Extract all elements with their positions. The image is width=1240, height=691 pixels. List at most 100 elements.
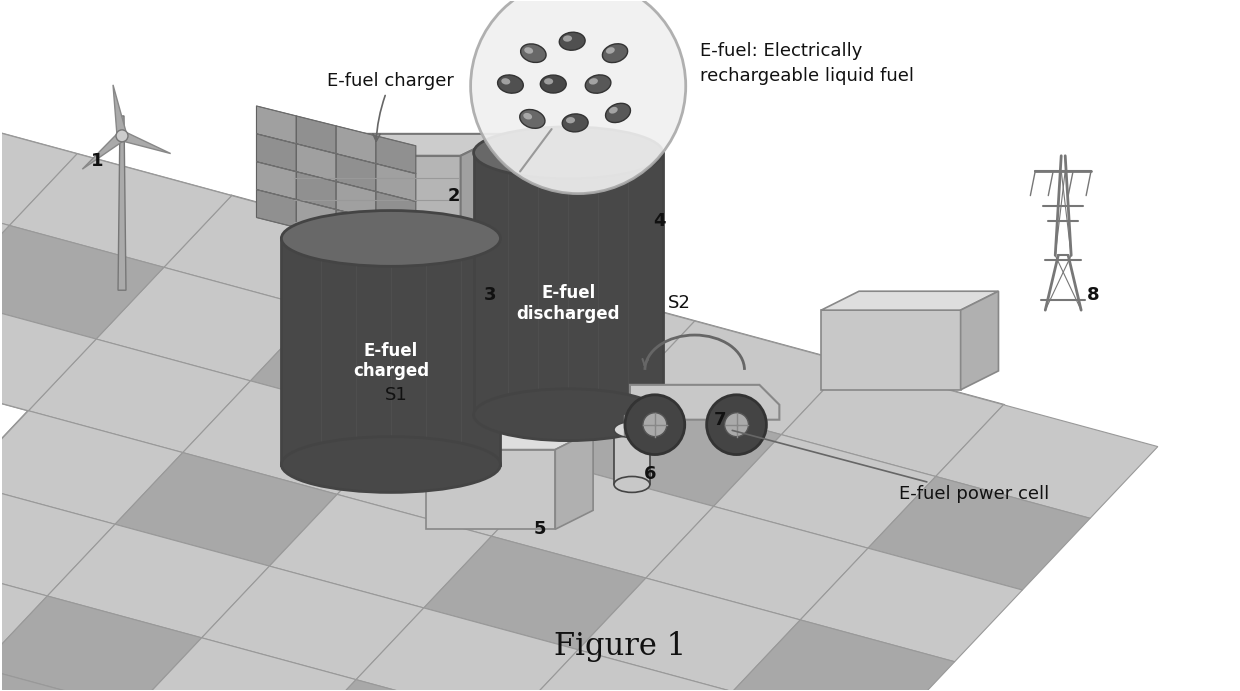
Ellipse shape: [501, 78, 511, 84]
Polygon shape: [82, 132, 125, 169]
Polygon shape: [781, 363, 1003, 477]
Circle shape: [117, 130, 128, 142]
Polygon shape: [733, 620, 955, 691]
Text: E-fuel power cell: E-fuel power cell: [733, 430, 1049, 504]
Ellipse shape: [281, 211, 501, 266]
Text: 3: 3: [485, 286, 497, 304]
Polygon shape: [291, 155, 460, 310]
Polygon shape: [474, 153, 663, 415]
Ellipse shape: [605, 104, 630, 122]
Polygon shape: [425, 450, 556, 529]
Polygon shape: [0, 112, 77, 225]
Text: 2: 2: [448, 187, 460, 205]
Text: 5: 5: [534, 520, 547, 538]
Text: E-fuel
charged: E-fuel charged: [353, 341, 429, 380]
Polygon shape: [296, 144, 336, 182]
Text: E-fuel charger: E-fuel charger: [327, 72, 454, 141]
Polygon shape: [491, 464, 714, 578]
Polygon shape: [296, 116, 336, 154]
Ellipse shape: [474, 389, 663, 441]
Circle shape: [471, 0, 686, 193]
Ellipse shape: [606, 47, 615, 54]
Polygon shape: [29, 339, 250, 453]
Polygon shape: [376, 191, 415, 229]
Polygon shape: [336, 209, 376, 247]
Ellipse shape: [541, 75, 567, 93]
Polygon shape: [472, 279, 694, 392]
Polygon shape: [0, 668, 134, 691]
Polygon shape: [0, 196, 1003, 691]
Text: 7: 7: [713, 410, 725, 428]
Polygon shape: [936, 405, 1158, 518]
Polygon shape: [182, 381, 405, 494]
Text: 1: 1: [91, 152, 103, 170]
Polygon shape: [0, 482, 115, 596]
Polygon shape: [0, 225, 164, 339]
Text: Figure 1: Figure 1: [554, 632, 686, 662]
Ellipse shape: [281, 437, 501, 493]
Ellipse shape: [614, 422, 650, 437]
Ellipse shape: [497, 75, 523, 93]
Polygon shape: [821, 291, 998, 310]
Text: 4: 4: [653, 211, 666, 229]
Polygon shape: [336, 182, 376, 220]
Text: E-fuel: Electrically
rechargeable liquid fuel: E-fuel: Electrically rechargeable liquid…: [699, 41, 914, 84]
Polygon shape: [202, 566, 424, 680]
Polygon shape: [250, 309, 472, 423]
Ellipse shape: [474, 127, 663, 179]
Polygon shape: [961, 291, 998, 390]
Polygon shape: [113, 85, 126, 137]
Circle shape: [625, 395, 684, 455]
Text: 6: 6: [644, 466, 656, 484]
Polygon shape: [281, 238, 501, 464]
Polygon shape: [164, 196, 386, 309]
Polygon shape: [0, 112, 232, 410]
Ellipse shape: [520, 109, 544, 129]
Polygon shape: [336, 126, 376, 164]
Ellipse shape: [585, 75, 611, 93]
Polygon shape: [556, 430, 593, 529]
Polygon shape: [821, 310, 961, 390]
Polygon shape: [376, 136, 415, 173]
Circle shape: [707, 395, 766, 455]
Polygon shape: [97, 267, 319, 381]
Polygon shape: [269, 494, 491, 608]
Polygon shape: [376, 164, 415, 202]
Polygon shape: [624, 415, 640, 435]
Polygon shape: [337, 423, 559, 536]
Ellipse shape: [559, 32, 585, 50]
Polygon shape: [425, 430, 593, 450]
Polygon shape: [714, 435, 936, 548]
Circle shape: [724, 413, 749, 437]
Polygon shape: [460, 134, 506, 310]
Polygon shape: [376, 220, 415, 257]
Polygon shape: [257, 106, 296, 144]
Polygon shape: [118, 116, 126, 290]
Polygon shape: [630, 385, 780, 419]
Polygon shape: [319, 238, 541, 351]
Ellipse shape: [614, 477, 650, 493]
Circle shape: [642, 413, 667, 437]
Polygon shape: [120, 131, 171, 153]
Polygon shape: [0, 410, 182, 524]
Text: 8: 8: [1086, 286, 1100, 304]
Text: S2: S2: [668, 294, 691, 312]
Ellipse shape: [589, 78, 598, 84]
Polygon shape: [0, 184, 10, 297]
Polygon shape: [296, 171, 336, 209]
Polygon shape: [646, 507, 868, 620]
Polygon shape: [578, 578, 800, 691]
Ellipse shape: [609, 107, 618, 113]
Ellipse shape: [523, 113, 532, 120]
Polygon shape: [296, 200, 336, 238]
Polygon shape: [424, 536, 646, 650]
Ellipse shape: [544, 78, 553, 84]
Polygon shape: [627, 321, 849, 435]
Polygon shape: [134, 638, 356, 691]
Ellipse shape: [565, 117, 575, 124]
Polygon shape: [0, 596, 202, 691]
Ellipse shape: [562, 114, 588, 132]
Polygon shape: [868, 477, 1090, 590]
Polygon shape: [0, 297, 97, 410]
Polygon shape: [115, 453, 337, 566]
